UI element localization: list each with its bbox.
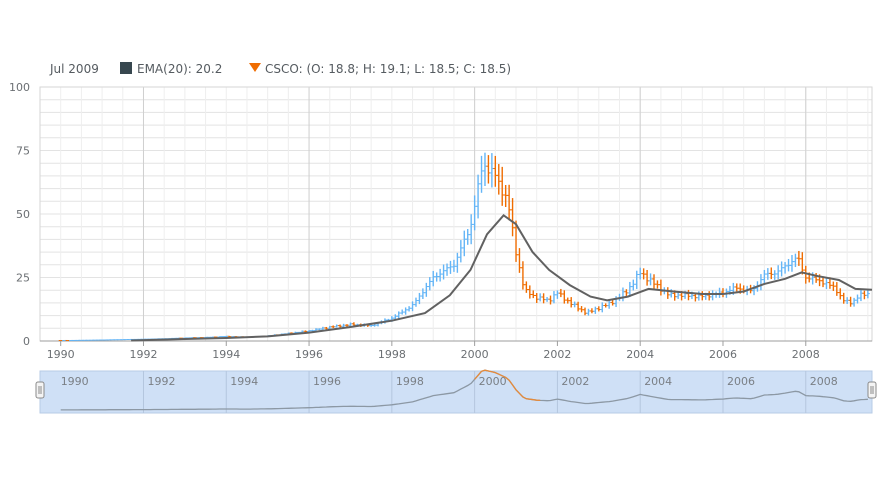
x-tick-label: 1994 xyxy=(212,348,240,361)
y-tick-label: 50 xyxy=(16,208,30,221)
main-plot[interactable]: 0 25 50 75 100 1990 1992 1994 1996 1998 2000 2002 2… xyxy=(9,81,873,361)
x-tick-label: 2002 xyxy=(543,348,571,361)
x-tick-label: 2000 xyxy=(461,348,489,361)
navigator-tick-label: 1994 xyxy=(230,375,258,388)
navigator-series-highlight xyxy=(474,369,541,402)
navigator-grid: 1990 1992 1994 1996 1998 2000 2002 2004 2006 2008 xyxy=(61,371,838,413)
ema-legend-icon xyxy=(120,62,132,74)
navigator-series xyxy=(60,369,868,411)
x-tick-label: 1996 xyxy=(295,348,323,361)
x-tick-label: 1998 xyxy=(378,348,406,361)
ohlc-series xyxy=(58,152,870,341)
navigator-tick-label: 2006 xyxy=(727,375,755,388)
x-tick-label: 2006 xyxy=(709,348,737,361)
x-tick-label: 2004 xyxy=(626,348,654,361)
navigator[interactable]: 1990 1992 1994 1996 1998 2000 2002 2004 2006 2008 xyxy=(35,369,877,414)
navigator-tick-label: 2004 xyxy=(644,375,672,388)
legend-date: Jul 2009 xyxy=(49,62,99,76)
y-axis: 0 25 50 75 100 xyxy=(9,81,30,348)
drag-handle-icon[interactable] xyxy=(867,381,877,399)
legend-ohlc[interactable]: CSCO: (O: 18.8; H: 19.1; L: 18.5; C: 18.… xyxy=(265,62,511,76)
ema-line xyxy=(131,213,873,342)
y-tick-label: 0 xyxy=(23,335,30,348)
navigator-tick-label: 1996 xyxy=(313,375,341,388)
x-tick-label: 1992 xyxy=(129,348,157,361)
y-tick-label: 75 xyxy=(16,145,30,158)
navigator-tick-label: 1990 xyxy=(61,375,89,388)
x-tick-label: 2008 xyxy=(792,348,820,361)
chart-legend: Jul 2009 EMA(20): 20.2 CSCO: (O: 18.8; H… xyxy=(49,62,511,76)
navigator-tick-label: 2000 xyxy=(479,375,507,388)
navigator-left-handle[interactable] xyxy=(35,381,45,399)
navigator-tick-label: 2008 xyxy=(810,375,838,388)
navigator-right-handle[interactable] xyxy=(867,381,877,399)
x-axis: 1990 1992 1994 1996 1998 2000 2002 2004 2006 2008 xyxy=(47,341,820,361)
navigator-tick-label: 2002 xyxy=(561,375,589,388)
triangle-down-icon xyxy=(249,63,261,72)
navigator-tick-label: 1992 xyxy=(147,375,175,388)
legend-ema[interactable]: EMA(20): 20.2 xyxy=(137,62,222,76)
navigator-tick-label: 1998 xyxy=(396,375,424,388)
y-tick-label: 25 xyxy=(16,272,30,285)
drag-handle-icon[interactable] xyxy=(35,381,45,399)
x-tick-label: 1990 xyxy=(47,348,75,361)
y-tick-label: 100 xyxy=(9,81,30,94)
grid-lines xyxy=(39,86,873,342)
